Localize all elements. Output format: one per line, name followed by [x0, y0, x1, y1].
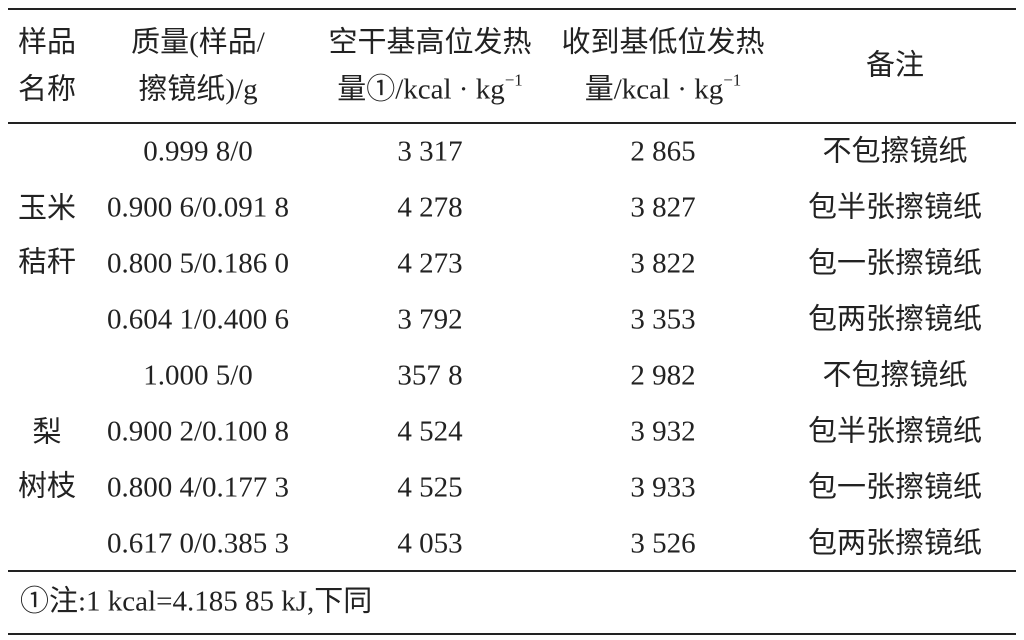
table-cell: 3 822 [630, 247, 696, 280]
header-cell: 样品 [17, 26, 77, 59]
table-cell: 0.900 6/0.091 8 [106, 191, 290, 224]
table-cell: 0.617 0/0.385 3 [106, 527, 290, 560]
table-cell: 4 278 [397, 191, 463, 224]
group-name: 玉米 [17, 192, 77, 225]
table-cell: 4 524 [397, 415, 463, 448]
header-cell: 名称 [17, 73, 77, 106]
table-cell: 0.999 8/0 [143, 135, 253, 168]
table-cell: 4 525 [397, 471, 463, 504]
bottom-rule [8, 633, 1016, 635]
table-cell: 3 526 [630, 527, 696, 560]
table-cell: 3 933 [630, 471, 696, 504]
header-cell: 质量(样品/ [131, 26, 265, 59]
header-cell: 量①/kcal · kg−1 [337, 70, 523, 106]
table-cell: 包两张擦镜纸 [807, 303, 983, 336]
table-cell: 0.604 1/0.400 6 [106, 303, 290, 336]
table-cell: 357 8 [397, 359, 463, 392]
superscript: −1 [504, 70, 523, 90]
table-cell: 包一张擦镜纸 [807, 247, 983, 280]
table-cell: 不包擦镜纸 [822, 359, 968, 392]
table-cell: 3 932 [630, 415, 696, 448]
table-cell: 包半张擦镜纸 [807, 415, 983, 448]
table-cell: 3 317 [397, 135, 463, 168]
header-cell: 量/kcal · kg−1 [584, 70, 742, 106]
table-cell: 不包擦镜纸 [822, 135, 968, 168]
table-cell: 0.900 2/0.100 8 [106, 415, 290, 448]
header-cell: 擦镜纸)/g [138, 73, 258, 106]
table-cell: 4 053 [397, 527, 463, 560]
superscript: −1 [723, 70, 742, 90]
footnote: ①注:1 kcal=4.185 85 kJ,下同 [20, 585, 373, 618]
group-name: 梨 [32, 416, 62, 449]
table-cell: 包半张擦镜纸 [807, 191, 983, 224]
header-cell: 空干基高位发热 [328, 26, 532, 59]
table-cell: 0.800 4/0.177 3 [106, 471, 290, 504]
table-cell: 0.800 5/0.186 0 [106, 247, 290, 280]
header-cell: 收到基低位发热 [561, 26, 765, 59]
table-cell: 1.000 5/0 [143, 359, 253, 392]
group-name: 树枝 [17, 470, 77, 503]
table-cell: 3 353 [630, 303, 696, 336]
table-cell: 包两张擦镜纸 [807, 527, 983, 560]
header-rule [8, 122, 1016, 124]
table-cell: 包一张擦镜纸 [807, 471, 983, 504]
table-cell: 2 982 [630, 359, 696, 392]
top-rule [8, 8, 1016, 10]
table-cell: 3 827 [630, 191, 696, 224]
body-rule [8, 570, 1016, 572]
table-cell: 2 865 [630, 135, 696, 168]
group-name: 秸秆 [17, 246, 77, 279]
table-cell: 3 792 [397, 303, 463, 336]
table-cell: 4 273 [397, 247, 463, 280]
header-cell: 备注 [865, 49, 925, 82]
